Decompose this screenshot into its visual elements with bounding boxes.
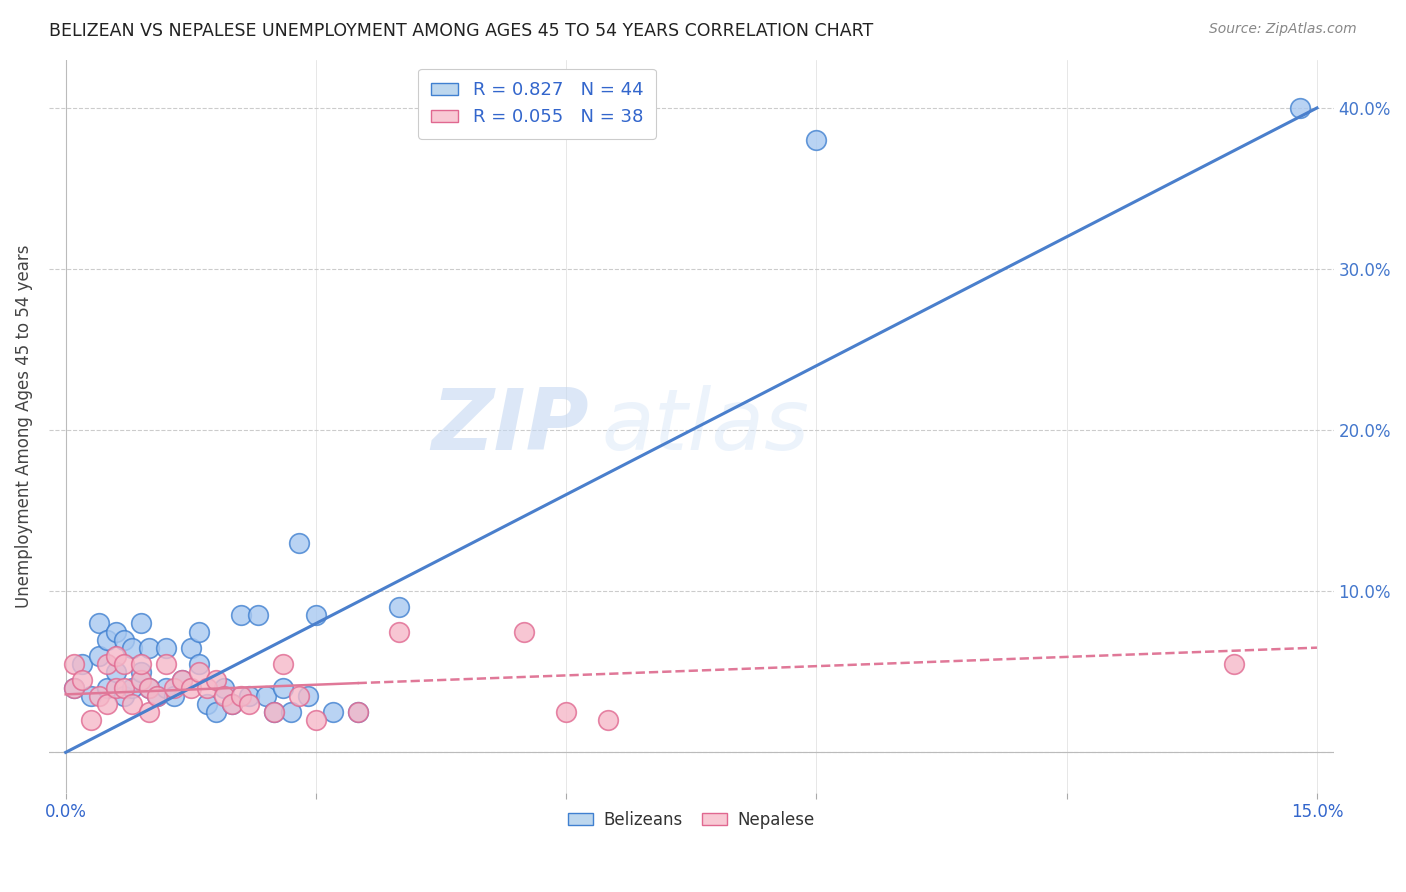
Text: BELIZEAN VS NEPALESE UNEMPLOYMENT AMONG AGES 45 TO 54 YEARS CORRELATION CHART: BELIZEAN VS NEPALESE UNEMPLOYMENT AMONG … (49, 22, 873, 40)
Point (87, 616, 110, 631)
Point (204, 673, 226, 687)
Text: atlas: atlas (602, 384, 810, 467)
Point (104, 681, 127, 695)
Point (297, 689, 319, 703)
Point (346, 705, 368, 719)
Point (72, 657, 94, 671)
Point (221, 697, 243, 711)
Point (388, 600, 411, 615)
Point (180, 640, 202, 655)
Point (212, 689, 235, 703)
Point (138, 681, 160, 695)
Point (121, 697, 143, 711)
Point (138, 681, 160, 695)
Point (96, 632, 118, 647)
Point (271, 657, 294, 671)
Point (172, 673, 194, 687)
Point (180, 681, 202, 695)
Point (596, 713, 619, 727)
Point (163, 681, 186, 695)
Point (246, 608, 269, 623)
Point (288, 689, 311, 703)
Point (121, 640, 143, 655)
Point (146, 689, 169, 703)
Point (104, 648, 127, 663)
Point (96, 681, 118, 695)
Point (129, 665, 152, 679)
Point (388, 624, 411, 639)
Point (79, 689, 101, 703)
Point (112, 689, 135, 703)
Point (288, 536, 311, 550)
Point (806, 133, 828, 147)
Point (229, 689, 252, 703)
Point (96, 697, 118, 711)
Point (1289, 101, 1312, 115)
Legend: Belizeans, Nepalese: Belizeans, Nepalese (561, 805, 821, 836)
Point (322, 705, 344, 719)
Point (346, 705, 368, 719)
Point (263, 705, 285, 719)
Point (238, 689, 260, 703)
Point (129, 616, 152, 631)
Point (204, 705, 226, 719)
Point (212, 681, 235, 695)
Point (146, 689, 169, 703)
Point (104, 624, 127, 639)
Point (188, 657, 211, 671)
Point (155, 681, 177, 695)
Point (112, 681, 135, 695)
Point (254, 689, 277, 703)
Point (271, 681, 294, 695)
Point (229, 608, 252, 623)
Point (305, 608, 328, 623)
Text: Source: ZipAtlas.com: Source: ZipAtlas.com (1209, 22, 1357, 37)
Point (172, 673, 194, 687)
Point (79, 713, 101, 727)
Point (138, 705, 160, 719)
Point (121, 681, 143, 695)
Y-axis label: Unemployment Among Ages 45 to 54 years: Unemployment Among Ages 45 to 54 years (15, 244, 32, 607)
Point (87, 648, 110, 663)
Point (221, 697, 243, 711)
Point (188, 624, 211, 639)
Point (96, 657, 118, 671)
Point (513, 624, 536, 639)
Point (280, 705, 302, 719)
Point (188, 665, 211, 679)
Point (305, 713, 328, 727)
Point (112, 657, 135, 671)
Point (129, 673, 152, 687)
Point (63, 681, 86, 695)
Point (63, 657, 86, 671)
Point (163, 689, 186, 703)
Text: ZIP: ZIP (430, 384, 589, 467)
Point (1222, 657, 1244, 671)
Point (72, 673, 94, 687)
Point (155, 657, 177, 671)
Point (63, 681, 86, 695)
Point (197, 681, 219, 695)
Point (555, 705, 578, 719)
Point (87, 689, 110, 703)
Point (129, 657, 152, 671)
Point (138, 640, 160, 655)
Point (112, 632, 135, 647)
Point (155, 640, 177, 655)
Point (263, 705, 285, 719)
Point (104, 665, 127, 679)
Point (197, 697, 219, 711)
Point (238, 697, 260, 711)
